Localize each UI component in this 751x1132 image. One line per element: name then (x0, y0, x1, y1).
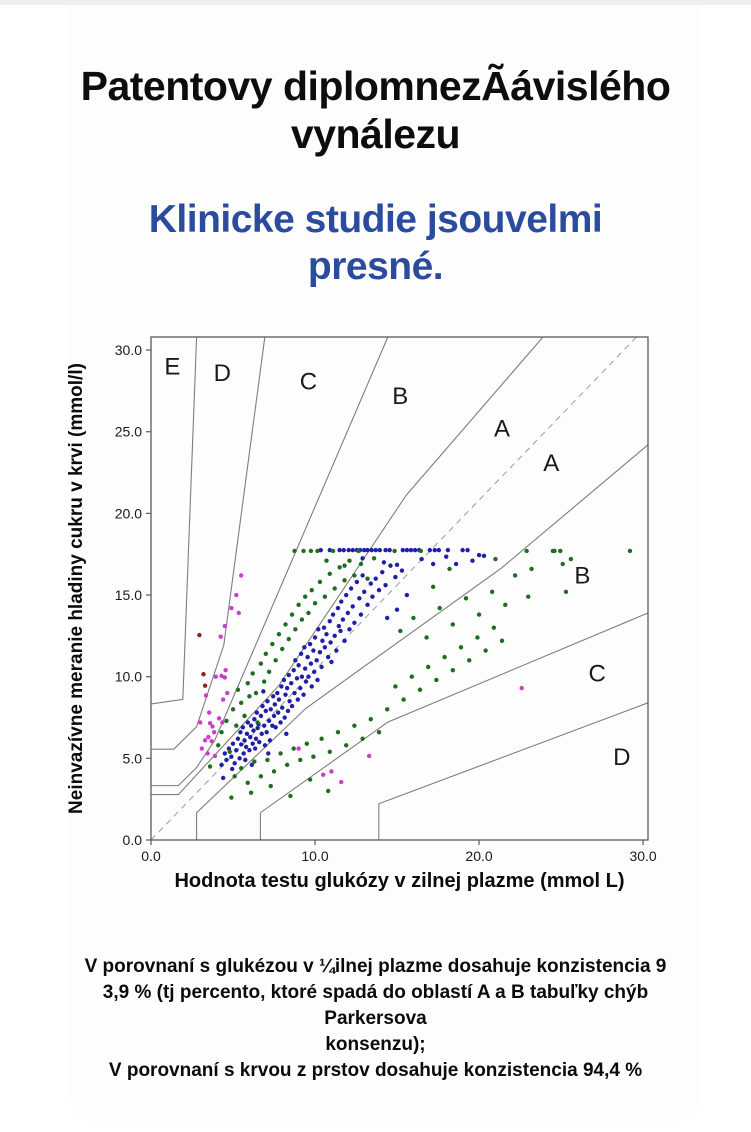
footer-line: 3,9 % (tj percento, ktoré spadá do oblas… (102, 981, 649, 1003)
footer-line: V porovnaní s krvou z prstov dosahuje ko… (108, 1060, 643, 1082)
y-tick-label: 10.0 (114, 668, 141, 684)
zone-labels: E D C B A A B C D (164, 353, 630, 770)
zone-boundaries (150, 336, 648, 840)
y-tick-label: 15.0 (114, 587, 141, 603)
plot-frame-group (149, 335, 649, 841)
axis-titles: Hodnota testu glukózy v zilnej plazme (m… (66, 363, 625, 892)
footer-text: V porovnaní s glukézou v ¼ilnej plazme d… (0, 954, 751, 1085)
y-tick-label: 0.0 (122, 832, 142, 848)
y-tick-label: 30.0 (114, 342, 141, 358)
plot-frame (149, 335, 649, 841)
top-strip (0, 0, 751, 5)
zone-label-C: C (588, 660, 605, 687)
zone-label-C: C (299, 368, 316, 395)
y-tick-label: 20.0 (114, 505, 141, 521)
zone-label-A: A (543, 449, 559, 476)
zone-label-E: E (164, 353, 180, 380)
zone-boundary-upper-A-B (150, 336, 543, 795)
x-tick-label: 30.0 (629, 848, 656, 864)
parkes-error-grid-chart: 0.0 10.0 20.0 30.0 0.0 5.0 10.0 15.0 20.0 25.0 30.… (66, 335, 656, 892)
zone-boundary-upper-D-E (150, 336, 197, 705)
darkred-points (196, 632, 207, 688)
x-tick-label: 0.0 (141, 848, 161, 864)
zone-boundary-upper-B-C (150, 336, 388, 786)
blue-points (218, 547, 486, 780)
footer-line: V porovnaní s glukézou v ¼ilnej plazme d… (84, 955, 667, 977)
zone-label-D: D (613, 743, 630, 770)
zone-label-B: B (392, 382, 408, 409)
x-axis-title: Hodnota testu glukózy v zilnej plazme (m… (174, 870, 624, 892)
footer-line: konsenzu); (325, 1034, 426, 1056)
zone-label-D: D (213, 360, 230, 387)
page-subtitle: Klinicke studie jsouvelmi presné. (20, 197, 731, 291)
page-subtitle-line1: Klinicke studie jsouvelmi (148, 197, 603, 241)
y-tick-label: 25.0 (114, 423, 141, 439)
zone-boundary-lower-C-D (377, 701, 648, 840)
x-tick-label: 20.0 (465, 848, 492, 864)
page-title-line2: vynálezu (290, 110, 461, 157)
zone-label-B: B (574, 562, 590, 589)
page-title: Patentovy diplomnezÃávislého vynálezu (20, 63, 731, 159)
y-axis-title: Neinvazívne meranie hladiny cukru v krvi… (66, 363, 87, 814)
magenta-points (197, 572, 524, 784)
footer-line: Parkersova (324, 1007, 427, 1029)
page-title-line1: Patentovy diplomnezÃávislého (80, 63, 671, 109)
zone-boundary-lower-B-C (259, 612, 648, 840)
identity-line (150, 336, 637, 840)
y-tick-label: 5.0 (122, 750, 142, 766)
zone-boundary-upper-C-D (150, 336, 265, 750)
green-points (207, 548, 632, 800)
page-subtitle-line2: presné. (307, 244, 444, 288)
x-tick-label: 10.0 (301, 848, 328, 864)
error-grid-figure: 0.0 10.0 20.0 30.0 0.0 5.0 10.0 15.0 20.0 25.0 30.… (0, 329, 751, 904)
content-card (69, 5, 701, 1122)
zone-boundary-lower-A-B (195, 443, 648, 840)
axis-ticks: 0.0 10.0 20.0 30.0 0.0 5.0 10.0 15.0 20.0 25.0 30.… (114, 342, 656, 864)
zone-label-A: A (494, 415, 510, 442)
